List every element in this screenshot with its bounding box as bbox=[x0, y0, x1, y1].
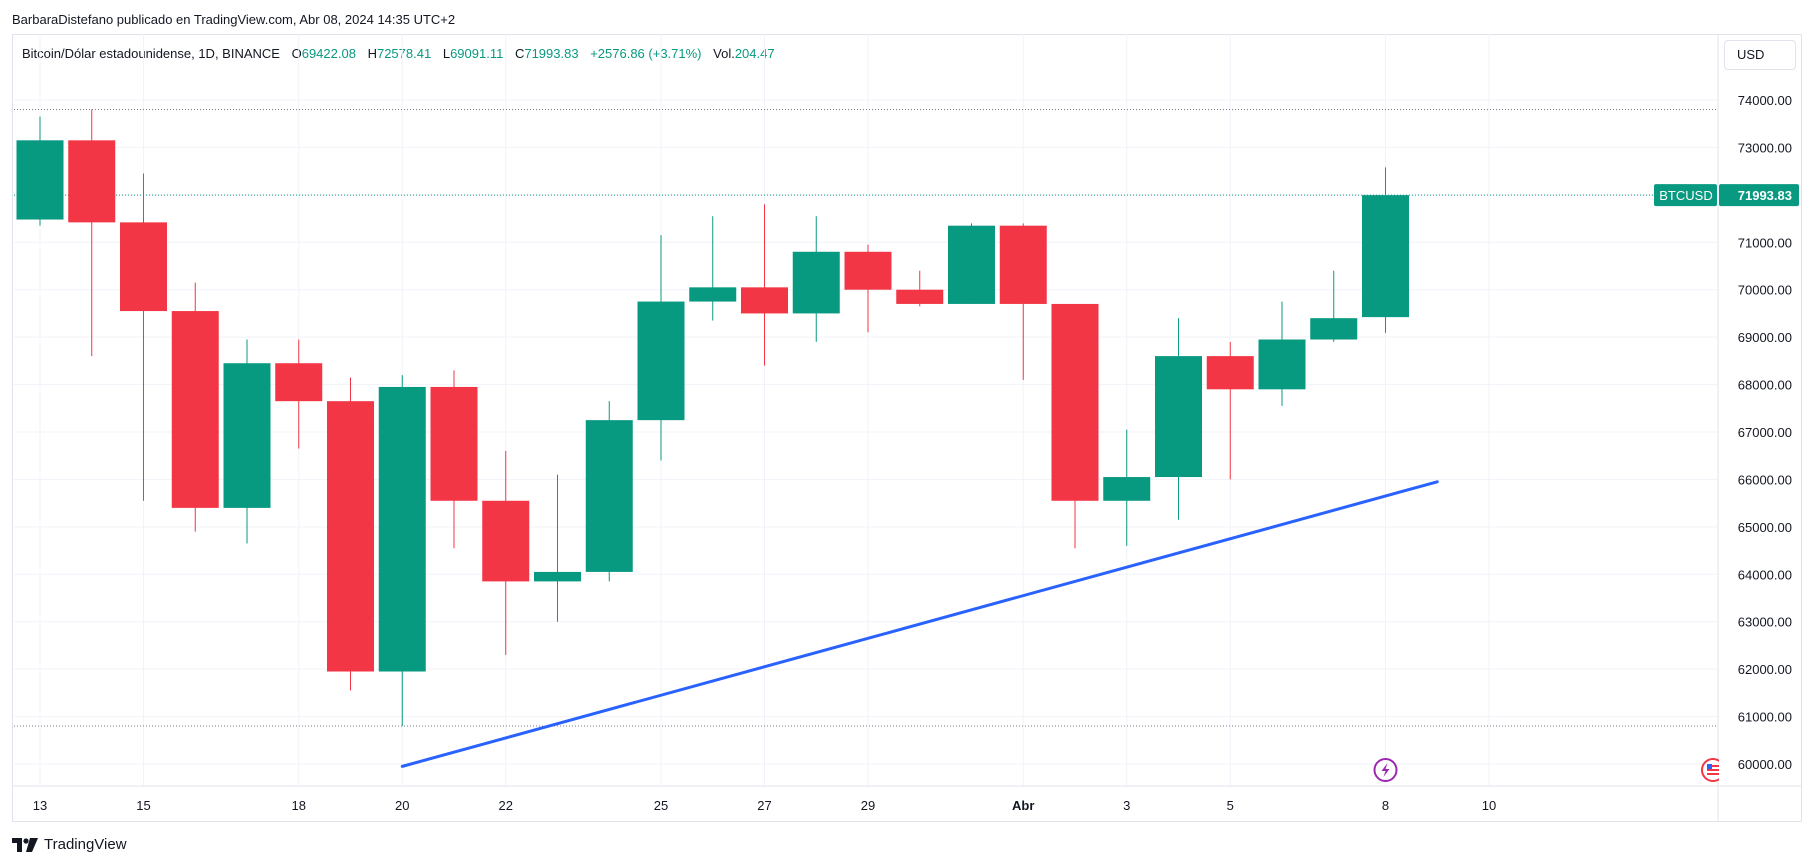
candle-body[interactable] bbox=[68, 140, 116, 223]
volume-label: Vol. bbox=[713, 46, 735, 61]
symbol-description[interactable]: Bitcoin/Dólar estadounidense, 1D, BINANC… bbox=[22, 46, 280, 61]
candle-body[interactable] bbox=[896, 289, 944, 304]
footer-brand[interactable]: TradingView bbox=[12, 836, 127, 853]
currency-button[interactable]: USD bbox=[1724, 40, 1796, 70]
low-value: 69091.11 bbox=[450, 46, 504, 61]
price-axis-label: 74000.00 bbox=[1738, 93, 1792, 108]
price-axis-label: 68000.00 bbox=[1738, 378, 1792, 393]
price-axis-label: 63000.00 bbox=[1738, 615, 1792, 630]
candle-body[interactable] bbox=[275, 363, 323, 402]
candle-body[interactable] bbox=[1155, 356, 1202, 478]
price-axis-label: 65000.00 bbox=[1738, 520, 1792, 535]
candle-body[interactable] bbox=[1362, 195, 1409, 318]
low-label: L bbox=[442, 46, 451, 61]
flag-canton bbox=[1707, 764, 1712, 769]
time-axis-label: 13 bbox=[33, 798, 47, 813]
publisher-attribution: BarbaraDistefano publicado en TradingVie… bbox=[12, 12, 456, 27]
candle-body[interactable] bbox=[534, 571, 581, 582]
time-axis-label: Abr bbox=[1012, 798, 1034, 813]
price-tag-value-bg bbox=[1719, 184, 1799, 207]
flag-stripe bbox=[1707, 773, 1719, 775]
change-value: +2576.86 (+3.71%) bbox=[590, 46, 702, 61]
time-axis-label: 20 bbox=[395, 798, 409, 813]
candle-body[interactable] bbox=[1051, 303, 1099, 501]
time-axis-label: 10 bbox=[1482, 798, 1496, 813]
price-axis-label: 69000.00 bbox=[1738, 330, 1792, 345]
flag-stripe bbox=[1707, 769, 1719, 771]
footer-brand-label: TradingView bbox=[44, 836, 127, 853]
price-tag-symbol: BTCUSD bbox=[1659, 188, 1712, 203]
chart-frame bbox=[12, 34, 1802, 822]
price-tag-value: 71993.83 bbox=[1738, 188, 1792, 203]
price-axis-label: 73000.00 bbox=[1738, 140, 1792, 155]
high-label: H bbox=[367, 46, 377, 61]
candle-body[interactable] bbox=[585, 420, 633, 572]
time-axis-label: 22 bbox=[499, 798, 513, 813]
price-axis-label: 64000.00 bbox=[1738, 567, 1792, 582]
trendline[interactable] bbox=[400, 480, 1439, 768]
time-axis-label: 18 bbox=[292, 798, 306, 813]
candle-body[interactable] bbox=[482, 500, 530, 582]
candle-body[interactable] bbox=[792, 251, 840, 314]
candle-body[interactable] bbox=[1310, 318, 1358, 340]
candle-body[interactable] bbox=[1103, 477, 1151, 501]
price-axis-label: 60000.00 bbox=[1738, 757, 1792, 772]
price-axis-label: 61000.00 bbox=[1738, 710, 1792, 725]
price-axis-label: 66000.00 bbox=[1738, 472, 1792, 487]
candle-body[interactable] bbox=[999, 225, 1047, 304]
candle-body[interactable] bbox=[378, 386, 426, 672]
open-label: O bbox=[291, 46, 302, 61]
candle-body[interactable] bbox=[430, 386, 478, 501]
price-tag-symbol-bg bbox=[1654, 184, 1717, 207]
price-axis-label: 70000.00 bbox=[1738, 283, 1792, 298]
axis-mask bbox=[1719, 755, 1731, 785]
price-axis-label: 71000.00 bbox=[1738, 235, 1792, 250]
time-axis-label: 3 bbox=[1123, 798, 1130, 813]
time-axis-label: 27 bbox=[757, 798, 771, 813]
time-axis-label: 5 bbox=[1227, 798, 1234, 813]
candle-body[interactable] bbox=[948, 225, 995, 304]
time-axis-label: 29 bbox=[861, 798, 875, 813]
candle-body[interactable] bbox=[1258, 339, 1306, 390]
candle-body[interactable] bbox=[223, 363, 271, 508]
candle-body[interactable] bbox=[637, 301, 685, 421]
high-value: 72578.41 bbox=[376, 46, 432, 61]
candle-body[interactable] bbox=[844, 251, 892, 290]
candle-body[interactable] bbox=[171, 311, 219, 508]
time-axis-label: 15 bbox=[136, 798, 150, 813]
tradingview-logo-icon bbox=[12, 837, 38, 852]
candle-body[interactable] bbox=[120, 222, 167, 312]
close-label: C bbox=[514, 46, 525, 61]
price-axis-label: 62000.00 bbox=[1738, 662, 1792, 677]
open-value: 69422.08 bbox=[301, 46, 356, 61]
candle-body[interactable] bbox=[16, 140, 64, 220]
candle-body[interactable] bbox=[327, 401, 374, 672]
close-value: 71993.83 bbox=[524, 46, 579, 61]
candle-body[interactable] bbox=[689, 287, 737, 302]
candle-body[interactable] bbox=[741, 287, 788, 314]
time-axis-label: 8 bbox=[1382, 798, 1389, 813]
price-axis-label: 67000.00 bbox=[1738, 425, 1792, 440]
flag-stripe bbox=[1707, 765, 1719, 767]
lightning-glyph bbox=[1381, 763, 1390, 777]
time-axis-label: 25 bbox=[654, 798, 668, 813]
candle-body[interactable] bbox=[1206, 356, 1254, 390]
